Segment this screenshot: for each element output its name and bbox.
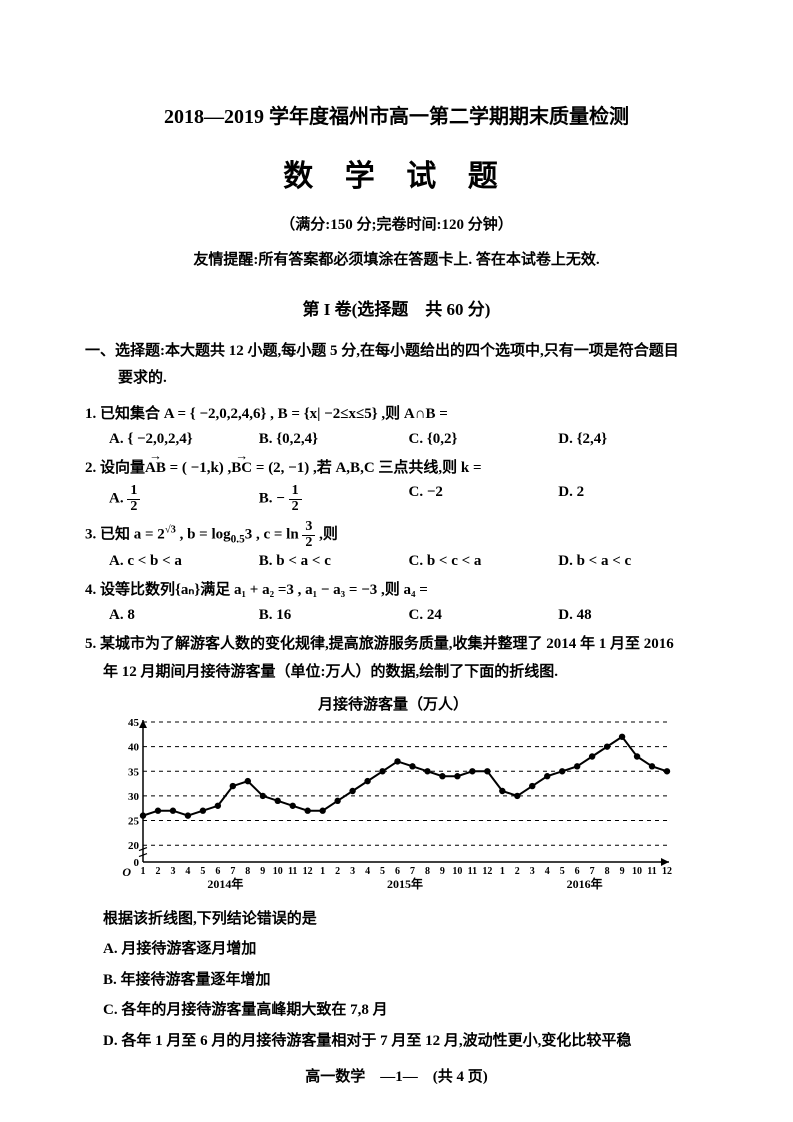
page-footer: 高一数学 —1— (共 4 页): [85, 1065, 708, 1086]
svg-text:2: 2: [335, 866, 340, 877]
svg-text:5: 5: [200, 866, 205, 877]
exam-header-year: 2018—2019 学年度福州市高一第二学期期末质量检测: [85, 100, 708, 129]
section-1-line-a: 一、选择题:本大题共 12 小题,每小题 5 分,在每小题给出的四个选项中,只有…: [85, 343, 679, 359]
q1-opt-b: B. {0,2,4}: [259, 431, 409, 448]
svg-text:2015年: 2015年: [387, 876, 423, 891]
svg-text:10: 10: [452, 866, 462, 877]
q1-opt-d: D. {2,4}: [558, 431, 708, 448]
svg-text:2016年: 2016年: [567, 876, 603, 891]
q5-opt-a: A. 月接待游客逐月增加: [85, 935, 708, 964]
question-2-options: A. 12 B. − 12 C. −2 D. 2: [85, 484, 708, 514]
svg-text:6: 6: [575, 866, 580, 877]
svg-text:5: 5: [380, 866, 385, 877]
q2-opt-c: C. −2: [409, 484, 559, 514]
svg-text:4: 4: [365, 866, 370, 877]
exam-title: 数 学 试 题: [85, 151, 708, 195]
q3-opt-b: B. b < a < c: [259, 553, 409, 570]
vector-bc: BC: [231, 454, 252, 483]
q5-line2: 年 12 月期间月接待游客量（单位:万人）的数据,绘制了下面的折线图.: [85, 664, 558, 680]
svg-text:3: 3: [170, 866, 175, 877]
svg-text:11: 11: [288, 866, 297, 877]
svg-text:6: 6: [215, 866, 220, 877]
q1-opt-c: C. {0,2}: [409, 431, 559, 448]
svg-text:20: 20: [128, 840, 140, 852]
q3-opt-a: A. c < b < a: [109, 553, 259, 570]
svg-text:5: 5: [560, 866, 565, 877]
tourist-line-chart: 月接待游客量（万人） 2025303540450O123456789101112…: [113, 693, 673, 901]
frac-icon: 32: [302, 520, 315, 550]
q2-stem-b: = ( −1,k) ,: [166, 460, 231, 476]
q4-opt-d: D. 48: [558, 607, 708, 624]
svg-text:45: 45: [128, 717, 140, 729]
svg-text:2: 2: [515, 866, 520, 877]
q4-opt-b: B. 16: [259, 607, 409, 624]
svg-text:11: 11: [647, 866, 656, 877]
exam-reminder: 友情提醒:所有答案都必须填涂在答题卡上. 答在本试卷上无效.: [85, 248, 708, 269]
question-4: 4. 设等比数列{aₙ}满足 a₁ + a₂ =3 , a₁ − a₃ = −3…: [85, 576, 708, 605]
q5-opt-b: B. 年接待游客量逐年增加: [85, 966, 708, 995]
question-4-options: A. 8 B. 16 C. 24 D. 48: [85, 607, 708, 624]
svg-text:9: 9: [620, 866, 625, 877]
svg-text:12: 12: [482, 866, 492, 877]
q4-opt-a: A. 8: [109, 607, 259, 624]
svg-text:3: 3: [350, 866, 355, 877]
q3-opt-d: D. b < a < c: [558, 553, 708, 570]
svg-text:12: 12: [303, 866, 313, 877]
svg-text:1: 1: [320, 866, 325, 877]
svg-text:7: 7: [230, 866, 235, 877]
svg-text:12: 12: [662, 866, 672, 877]
svg-text:25: 25: [128, 815, 140, 827]
q3-opt-c: C. b < c < a: [409, 553, 559, 570]
q4-opt-c: C. 24: [409, 607, 559, 624]
svg-text:7: 7: [410, 866, 415, 877]
frac-icon: 12: [127, 484, 140, 514]
svg-text:6: 6: [395, 866, 400, 877]
question-2: 2. 设向量AB = ( −1,k) ,BC = (2, −1) ,若 A,B,…: [85, 454, 708, 483]
svg-text:4: 4: [545, 866, 550, 877]
svg-text:8: 8: [245, 866, 250, 877]
q2-stem-c: = (2, −1) ,若 A,B,C 三点共线,则 k =: [252, 460, 481, 476]
section-1-line-b: 要求的.: [85, 370, 167, 386]
q2-opt-a: A. 12: [109, 484, 259, 514]
svg-text:11: 11: [468, 866, 477, 877]
frac-icon: 12: [289, 484, 302, 514]
q5-line1: 5. 某城市为了解游客人数的变化规律,提高旅游服务质量,收集并整理了 2014 …: [85, 636, 674, 652]
svg-text:O: O: [122, 865, 131, 879]
svg-text:10: 10: [273, 866, 283, 877]
svg-text:4: 4: [185, 866, 190, 877]
question-1-options: A. { −2,0,2,4} B. {0,2,4} C. {0,2} D. {2…: [85, 431, 708, 448]
q5-prompt: 根据该折线图,下列结论错误的是: [85, 905, 708, 934]
svg-text:30: 30: [128, 791, 140, 803]
svg-text:8: 8: [425, 866, 430, 877]
q2-opt-b: B. − 12: [259, 484, 409, 514]
svg-text:9: 9: [440, 866, 445, 877]
svg-text:2: 2: [155, 866, 160, 877]
svg-text:8: 8: [605, 866, 610, 877]
svg-text:0: 0: [134, 857, 140, 869]
svg-text:10: 10: [632, 866, 642, 877]
svg-text:2014年: 2014年: [207, 876, 243, 891]
vector-ab: AB: [145, 454, 166, 483]
svg-text:3: 3: [530, 866, 535, 877]
q5-opt-c: C. 各年的月接待游客量高峰期大致在 7,8 月: [85, 996, 708, 1025]
exam-meta: （满分:150 分;完卷时间:120 分钟）: [85, 213, 708, 234]
q2-opt-d: D. 2: [558, 484, 708, 514]
svg-text:40: 40: [128, 742, 140, 754]
q2-stem-a: 2. 设向量: [85, 460, 145, 476]
question-1: 1. 已知集合 A = { −2,0,2,4,6} , B = {x| −2≤x…: [85, 400, 708, 429]
svg-text:7: 7: [590, 866, 595, 877]
svg-text:1: 1: [500, 866, 505, 877]
svg-text:35: 35: [128, 766, 140, 778]
line-chart-svg: 2025303540450O12345678910111212345678910…: [113, 716, 673, 896]
svg-text:1: 1: [141, 866, 146, 877]
q5-opt-d: D. 各年 1 月至 6 月的月接待游客量相对于 7 月至 12 月,波动性更小…: [85, 1027, 708, 1056]
question-5: 5. 某城市为了解游客人数的变化规律,提高旅游服务质量,收集并整理了 2014 …: [85, 630, 708, 687]
chart-title: 月接待游客量（万人）: [113, 693, 673, 714]
section-part-1: 第 I 卷(选择题 共 60 分): [85, 295, 708, 320]
question-3-options: A. c < b < a B. b < a < c C. b < c < a D…: [85, 553, 708, 570]
svg-text:9: 9: [260, 866, 265, 877]
question-3: 3. 已知 a = 2√3 , b = log0.53 , c = ln 32 …: [85, 520, 708, 551]
section-1-instructions: 一、选择题:本大题共 12 小题,每小题 5 分,在每小题给出的四个选项中,只有…: [85, 338, 708, 392]
